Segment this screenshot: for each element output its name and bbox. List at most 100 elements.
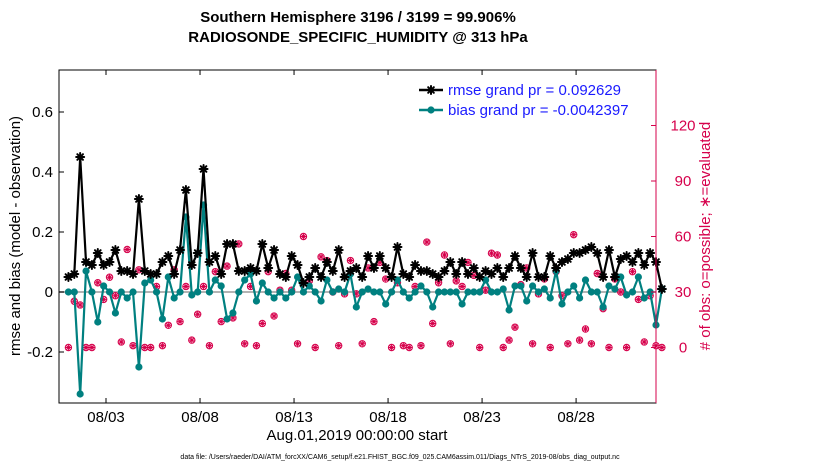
bias-point [434, 288, 443, 296]
rmse-point [515, 263, 526, 273]
obs-possible-point [417, 341, 425, 350]
obs-evaluated-point [488, 250, 495, 257]
chart-title-line1: Southern Hemisphere 3196 / 3199 = 99.906… [200, 9, 516, 26]
rmse-point [110, 245, 121, 255]
bias-point [558, 300, 566, 308]
obs-possible-point [499, 343, 507, 352]
bias-point [481, 276, 490, 284]
rmse-point [75, 152, 86, 162]
bias-point [188, 291, 196, 299]
obs-evaluated-point [547, 344, 554, 351]
obs-evaluated-point [641, 338, 648, 346]
bias-point [64, 288, 73, 296]
obs-possible-point [511, 323, 519, 331]
bias-point [587, 288, 595, 296]
bias-point [135, 363, 143, 371]
rmse-point [462, 269, 473, 279]
rmse-point [227, 239, 238, 249]
obs-evaluated-point [617, 288, 624, 296]
obs-evaluated-point [482, 287, 489, 294]
bias-point [599, 303, 607, 311]
rmse-point [86, 260, 97, 270]
bias-point [452, 288, 460, 296]
rmse-point [363, 251, 374, 261]
bias-point [299, 288, 308, 296]
obs-possible-point [193, 310, 202, 318]
rmse-point [157, 257, 168, 267]
rmse-point [621, 251, 632, 261]
rmse-point [433, 272, 444, 282]
bias-point [564, 288, 572, 296]
bias-point [458, 300, 466, 308]
rmse-point [504, 263, 515, 273]
rmse-point [498, 272, 509, 282]
obs-possible-point [493, 251, 502, 259]
obs-possible-point [317, 253, 325, 261]
obs-evaluated-point [529, 340, 536, 347]
obs-possible-point [405, 343, 413, 352]
obs-evaluated-point [629, 268, 636, 275]
obs-possible-point [622, 343, 631, 352]
obs-possible-point [370, 317, 378, 326]
bias-point [305, 282, 313, 290]
obs-evaluated-point [259, 320, 266, 327]
obs-evaluated-point [112, 292, 119, 299]
bias-point [323, 276, 331, 284]
x-tick-label: 08/28 [557, 409, 595, 426]
bias-point [252, 297, 261, 305]
bias-point [517, 282, 525, 290]
rmse-point [521, 272, 532, 282]
obs-possible-point [199, 282, 208, 291]
obs-evaluated-point [453, 277, 460, 284]
rmse-point [133, 194, 144, 204]
obs-possible-point [640, 338, 648, 346]
obs-evaluated-point [94, 279, 101, 286]
bias-point [335, 285, 343, 293]
rmse-point [586, 242, 597, 252]
y-right-tick-label: 90 [675, 173, 692, 190]
rmse-point [592, 248, 603, 258]
rmse-point [192, 248, 203, 258]
obs-evaluated-point [141, 344, 148, 351]
rmse-point [175, 245, 186, 255]
obs-possible-point [346, 256, 355, 265]
obs-evaluated-point [576, 337, 583, 344]
bias-point [117, 288, 125, 296]
obs-possible-point [440, 251, 449, 259]
obs-possible-point [658, 343, 666, 352]
obs-evaluated-point [411, 283, 419, 290]
y-left-tick-label: 0.6 [32, 104, 53, 121]
bias-point [376, 288, 384, 296]
obs-possible-point [311, 343, 319, 352]
bias-point [105, 288, 114, 296]
bias-point [211, 276, 219, 284]
rmse-point [474, 272, 485, 282]
obs-possible-point [581, 325, 590, 333]
obs-possible-point [505, 336, 513, 344]
obs-evaluated-point [206, 342, 213, 349]
bias-point [511, 282, 519, 290]
rmse-point [551, 263, 562, 273]
obs-evaluated-point [65, 344, 72, 351]
bias-point [423, 288, 431, 296]
obs-evaluated-point [106, 274, 113, 281]
bias-point [446, 288, 454, 296]
bias-point [540, 285, 548, 293]
rmse-point [128, 269, 139, 279]
chart-title-line2: RADIOSONDE_SPECIFIC_HUMIDITY @ 313 hPa [188, 29, 528, 46]
obs-evaluated-point [176, 318, 184, 325]
bias-point [340, 288, 349, 296]
obs-possible-point [605, 343, 613, 352]
rmse-point [392, 242, 403, 252]
bias-point [258, 279, 266, 287]
obs-evaluated-point [423, 238, 430, 246]
legend: rmse grand pr = 0.092629 bias grand pr =… [414, 78, 654, 122]
y-right-tick-label: 0 [679, 340, 687, 357]
obs-evaluated-point [77, 301, 84, 309]
obs-possible-point [617, 288, 625, 296]
rmse-point [351, 263, 362, 273]
bias-point [82, 267, 90, 275]
obs-possible-point [446, 340, 455, 348]
bias-point [529, 282, 537, 290]
